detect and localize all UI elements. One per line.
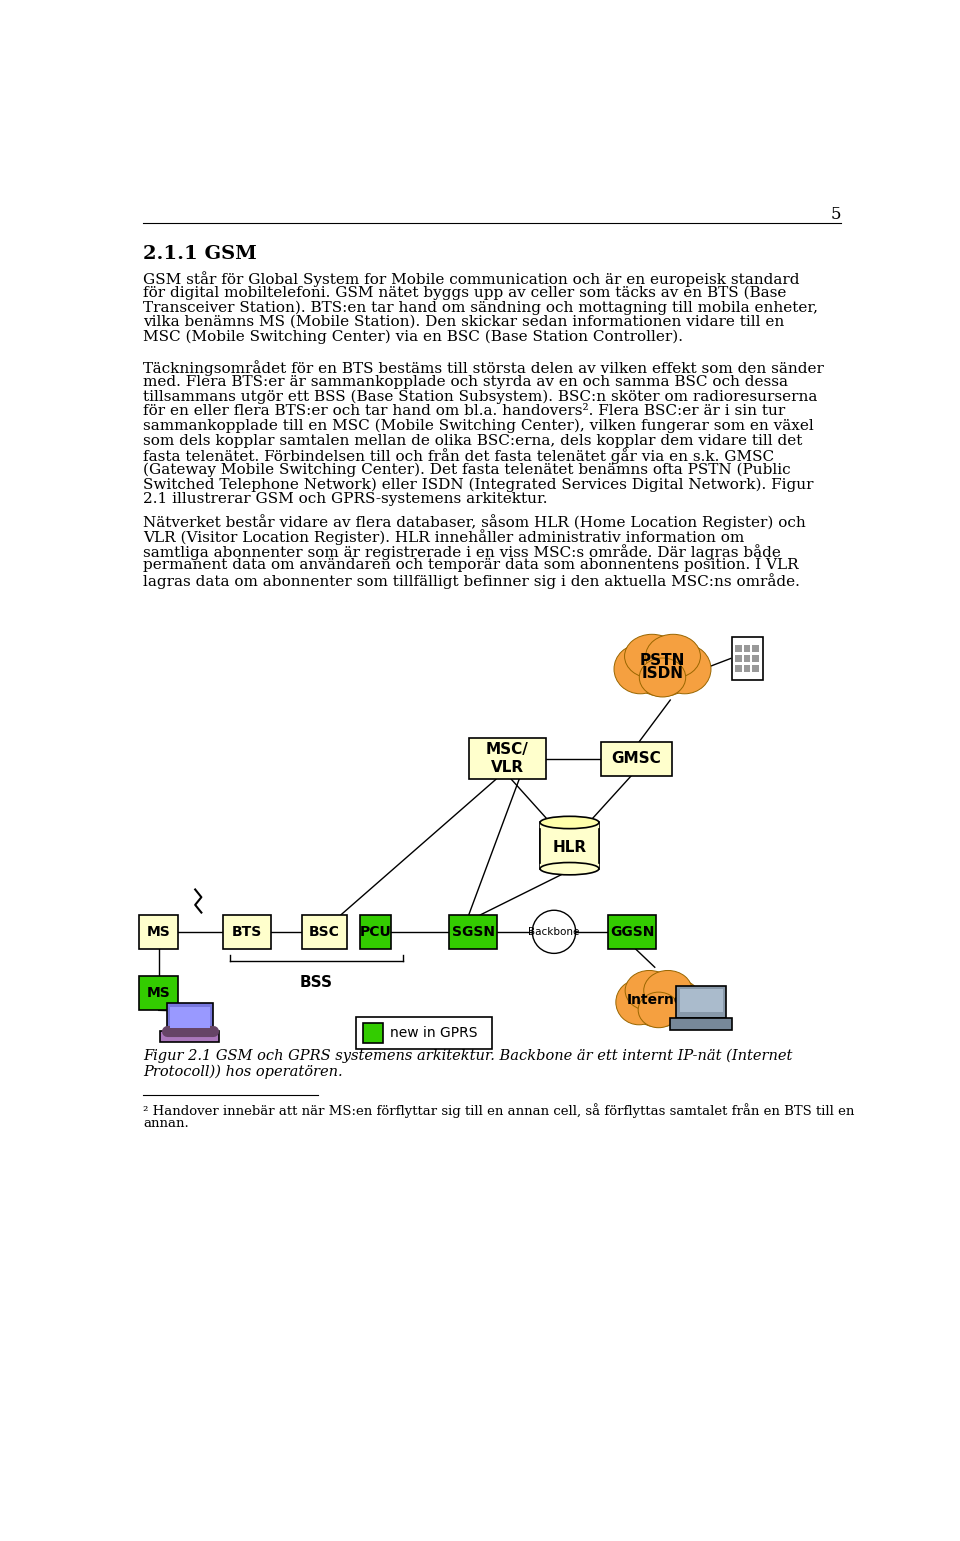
Bar	[680, 989, 723, 1012]
Circle shape	[532, 911, 576, 954]
Text: SGSN: SGSN	[452, 925, 495, 938]
Text: tillsammans utgör ett BSS (Base Station Subsystem). BSC:n sköter om radioresurse: tillsammans utgör ett BSS (Base Station …	[143, 390, 818, 404]
Ellipse shape	[627, 972, 690, 1026]
Ellipse shape	[627, 636, 698, 697]
Bar	[609, 915, 657, 949]
Text: lagras data om abonnenter som tillfälligt befinner sig i den aktuella MSC:ns omr: lagras data om abonnenter som tillfällig…	[143, 573, 800, 589]
Bar	[166, 1003, 213, 1031]
Bar	[360, 915, 392, 949]
Text: GGSN: GGSN	[611, 925, 655, 938]
Bar	[139, 977, 179, 1011]
Bar	[677, 986, 726, 1019]
Text: för en eller flera BTS:er och tar hand om bl.a. handovers². Flera BSC:er är i si: för en eller flera BTS:er och tar hand o…	[143, 404, 785, 418]
Bar	[449, 915, 497, 949]
Text: Protocoll)) hos operatören.: Protocoll)) hos operatören.	[143, 1065, 343, 1079]
Bar	[540, 823, 599, 868]
Bar	[735, 666, 741, 672]
Bar	[753, 666, 758, 672]
Text: GMSC: GMSC	[612, 750, 661, 766]
Bar	[139, 915, 179, 949]
Text: MSC/
VLR: MSC/ VLR	[486, 743, 529, 775]
Text: 2.1.1 GSM: 2.1.1 GSM	[143, 245, 257, 264]
Text: MS: MS	[147, 986, 171, 1000]
Text: annan.: annan.	[143, 1117, 189, 1130]
Text: Täckningsområdet för en BTS bestäms till största delen av vilken effekt som den : Täckningsområdet för en BTS bestäms till…	[143, 361, 824, 376]
Bar	[223, 915, 271, 949]
Ellipse shape	[646, 635, 701, 678]
Text: sammankopplade till en MSC (Mobile Switching Center), vilken fungerar som en väx: sammankopplade till en MSC (Mobile Switc…	[143, 419, 814, 433]
Text: Nätverket består vidare av flera databaser, såsom HLR (Home Location Register) o: Nätverket består vidare av flera databas…	[143, 515, 806, 530]
Bar	[744, 666, 750, 672]
Text: Backbone: Backbone	[528, 926, 580, 937]
Text: vilka benämns MS (Mobile Station). Den skickar sedan informationen vidare till e: vilka benämns MS (Mobile Station). Den s…	[143, 314, 784, 330]
Bar	[670, 1019, 732, 1031]
Ellipse shape	[540, 863, 599, 875]
Bar	[356, 1017, 492, 1049]
Text: GSM står för Global System for Mobile communication och är en europeisk standard: GSM står för Global System for Mobile co…	[143, 271, 800, 287]
Text: fasta telenätet. Förbindelsen till och från det fasta telenätet går via en s.k. : fasta telenätet. Förbindelsen till och f…	[143, 448, 775, 464]
Ellipse shape	[540, 817, 599, 829]
Ellipse shape	[625, 971, 674, 1011]
Bar	[468, 738, 546, 780]
Text: (Gateway Mobile Switching Center). Det fasta telenätet benämns ofta PSTN (Public: (Gateway Mobile Switching Center). Det f…	[143, 462, 791, 478]
Ellipse shape	[639, 658, 685, 697]
Text: 2.1 illustrerar GSM och GPRS-systemens arkitektur.: 2.1 illustrerar GSM och GPRS-systemens a…	[143, 492, 548, 505]
Bar	[170, 1006, 210, 1028]
Bar	[735, 646, 741, 652]
Bar	[732, 636, 763, 680]
Text: HLR: HLR	[552, 840, 587, 855]
Ellipse shape	[655, 980, 702, 1025]
Bar	[363, 1023, 383, 1043]
Bar	[753, 655, 758, 661]
Text: MSC (Mobile Switching Center) via en BSC (Base Station Controller).: MSC (Mobile Switching Center) via en BSC…	[143, 330, 684, 344]
Text: new in GPRS: new in GPRS	[390, 1026, 477, 1040]
Ellipse shape	[614, 644, 666, 693]
Bar	[753, 646, 758, 652]
Text: BSC: BSC	[309, 925, 340, 938]
Bar	[744, 655, 750, 661]
Ellipse shape	[616, 980, 662, 1025]
Text: PCU: PCU	[360, 925, 392, 938]
Ellipse shape	[659, 644, 711, 693]
Text: PSTN: PSTN	[639, 653, 685, 669]
Ellipse shape	[625, 635, 680, 678]
Text: ² Handover innebär att när MS:en förflyttar sig till en annan cell, så förflytta: ² Handover innebär att när MS:en förflyt…	[143, 1103, 854, 1117]
Bar	[744, 646, 750, 652]
Text: med. Flera BTS:er är sammankopplade och styrda av en och samma BSC och dessa: med. Flera BTS:er är sammankopplade och …	[143, 374, 788, 390]
Text: MS: MS	[147, 925, 171, 938]
Text: BSS: BSS	[300, 975, 333, 989]
Ellipse shape	[638, 992, 679, 1028]
Text: Switched Telephone Network) eller ISDN (Integrated Services Digital Network). Fi: Switched Telephone Network) eller ISDN (…	[143, 478, 814, 492]
Bar	[601, 741, 672, 775]
Text: samtliga abonnenter som är registrerade i en viss MSC:s område. Där lagras både: samtliga abonnenter som är registrerade …	[143, 544, 781, 559]
Bar	[735, 655, 741, 661]
Text: för digital mobiltelefoni. GSM nätet byggs upp av celler som täcks av en BTS (Ba: för digital mobiltelefoni. GSM nätet byg…	[143, 285, 786, 300]
Text: Transceiver Station). BTS:en tar hand om sändning och mottagning till mobila enh: Transceiver Station). BTS:en tar hand om…	[143, 300, 818, 314]
Text: VLR (Visitor Location Register). HLR innehåller administrativ information om: VLR (Visitor Location Register). HLR inn…	[143, 529, 745, 546]
Bar	[160, 1031, 219, 1042]
Text: 5: 5	[830, 206, 841, 223]
Ellipse shape	[644, 971, 692, 1011]
Text: Figur 2.1 GSM och GPRS systemens arkitektur. Backbone är ett internt IP-nät (Int: Figur 2.1 GSM och GPRS systemens arkitek…	[143, 1049, 793, 1063]
Text: BTS: BTS	[232, 925, 262, 938]
Text: som dels kopplar samtalen mellan de olika BSC:erna, dels kopplar dem vidare till: som dels kopplar samtalen mellan de olik…	[143, 433, 803, 447]
Text: permanent data om användaren och temporär data som abonnentens position. I VLR: permanent data om användaren och temporä…	[143, 558, 799, 572]
Bar	[540, 823, 599, 869]
Text: ISDN: ISDN	[641, 666, 684, 681]
Bar	[302, 915, 348, 949]
Text: Internet: Internet	[627, 992, 690, 1006]
